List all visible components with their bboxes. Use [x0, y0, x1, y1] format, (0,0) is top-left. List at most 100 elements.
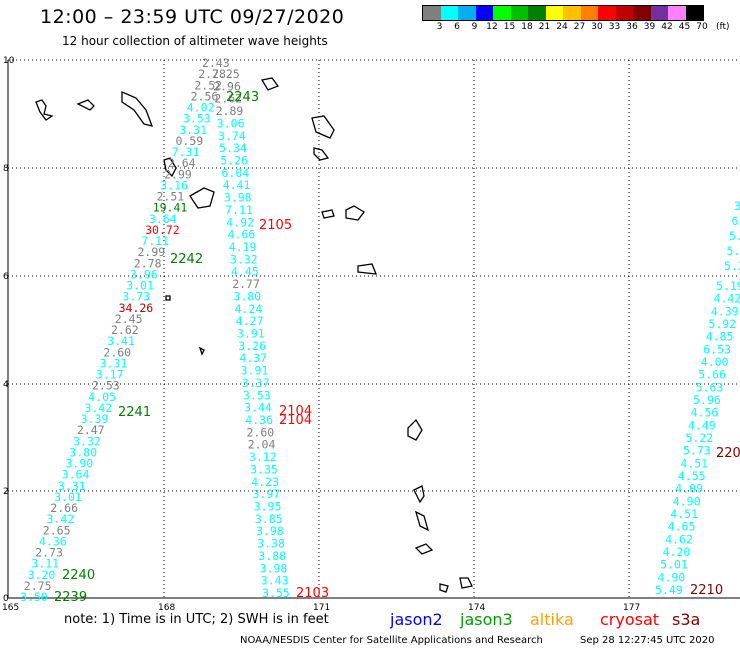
map-title: 12:00 – 23:59 UTC 09/27/2020 [40, 6, 345, 28]
wave-height-value: 3.01 [54, 490, 82, 504]
wave-height-value: 3.17 [96, 368, 124, 382]
wave-height-value: 3.31 [179, 123, 207, 137]
legend-altika: altika [530, 610, 574, 629]
wave-height-value: 2.53 [92, 379, 120, 393]
wave-height-value: 2.99 [164, 167, 192, 181]
axis-tick-labels: 165 168 171 174 177 0 2 4 6 8 10 [2, 56, 640, 613]
scale-tick-label: 42 [661, 22, 673, 32]
scale-tick-label: 36 [626, 22, 638, 32]
footer-note: note: 1) Time is in UTC; 2) SWH is in fe… [64, 612, 329, 627]
wave-height-value: 4.02 [187, 101, 215, 115]
wave-height-value: 5.63 [696, 380, 724, 394]
wave-height-value: 4.51 [670, 507, 698, 521]
wave-height-value: 3.32 [230, 252, 258, 266]
wave-height-value: 0.59 [176, 134, 204, 148]
wave-height-value: 4.55 [678, 469, 706, 483]
wave-height-value: 6.53 [703, 342, 731, 356]
scale-swatch [633, 6, 651, 20]
wave-height-value: 5.19 [716, 279, 740, 293]
wave-height-value: 2.96 [213, 79, 241, 93]
wave-height-value: 2.62 [214, 92, 242, 106]
scale-tick-label: 70 [696, 22, 708, 32]
wave-height-value: 4.45 [231, 265, 259, 279]
legend-s3a: s3a [672, 610, 701, 629]
wave-height-value: 3.42 [85, 401, 113, 415]
wave-height-value: 3.41 [107, 334, 135, 348]
wave-height-value: 3.85 [255, 512, 283, 526]
wave-height-value: 3.91 [241, 364, 269, 378]
wave-height-value: 3.44 [244, 401, 272, 415]
wave-height-value: 4.56 [691, 406, 719, 420]
wave-height-value: 6.04 [222, 166, 250, 180]
wave-height-value: 3.96 [130, 267, 158, 281]
wave-height-value: 4.62 [665, 532, 693, 546]
wave-height-value: 7.11 [225, 203, 253, 217]
scale-tick-label: 21 [538, 22, 551, 32]
wave-height-value: 2.52 [194, 78, 222, 92]
wave-height-value: 3.64 [149, 212, 177, 226]
longitude-tick-label: 165 [2, 603, 19, 613]
wave-height-value: 3.43 [261, 574, 289, 588]
wave-height-value: 2.64 [168, 156, 196, 170]
wave-height-value: 3.73 [122, 290, 150, 304]
wave-height-value: 4.27 [236, 314, 264, 328]
wave-height-value: 4.90 [658, 570, 686, 584]
wave-height-value: 3.91 [237, 327, 265, 341]
wave-height-value: 3.11 [31, 557, 59, 571]
wave-height-value: 7.11 [141, 234, 169, 248]
wave-height-value: 4.23 [251, 475, 279, 489]
scale-tick-label: 3 [436, 22, 443, 32]
wave-height-value: 5.26 [220, 154, 248, 168]
legend-jason2: jason2 [390, 610, 443, 629]
wave-height-value: 5.92 [708, 317, 736, 331]
wave-height-value: 3.42 [47, 512, 75, 526]
scale-tick-label: 30 [591, 22, 603, 32]
wave-height-value: 2.77 [232, 277, 260, 291]
wave-height-value: 3.32 [73, 434, 101, 448]
scale-swatch [563, 6, 581, 20]
wave-height-value: 2.99 [138, 245, 166, 259]
wave-height-value: 3.06 [217, 116, 245, 130]
wave-height-value: 3.53 [243, 388, 271, 402]
track-id-label: 2103 [296, 586, 329, 601]
wave-height-value: 3.12 [249, 450, 277, 464]
latitude-tick-label: 4 [3, 380, 9, 390]
scale-tick-label: 12 [486, 22, 498, 32]
wave-height-value: 4.00 [701, 355, 729, 369]
wave-height-value: 7.31 [172, 145, 200, 159]
wave-height-value: 3.38 [257, 537, 285, 551]
wave-height-value: 3.98 [260, 561, 288, 575]
wave-height-value: 5.96 [693, 393, 721, 407]
wave-height-value: 2.56 [191, 89, 219, 103]
altimeter-pass-right: 5.494.905.014.204.624.654.514.904.094.55… [655, 279, 740, 597]
wave-height-value: 3.88 [258, 549, 286, 563]
wave-height-value: 2.45 [115, 312, 143, 326]
scale-swatch [685, 6, 703, 20]
wave-height-value: 4.41 [223, 178, 251, 192]
altimeter-pass-left: 3.502.753.203.112.734.362.653.422.663.01… [20, 56, 230, 604]
wave-height-value: 4.36 [245, 413, 273, 427]
longitude-tick-label: 171 [313, 603, 330, 613]
latitude-tick-label: 2 [3, 487, 9, 497]
wave-height-value: 2.75 [24, 579, 52, 593]
island-outlines [35, 77, 473, 593]
track-id-label: 2105 [259, 218, 292, 233]
wave-height-value: 4.37 [239, 351, 267, 365]
wave-height-value: 3.97 [253, 487, 281, 501]
wave-height-value: 2.47 [77, 423, 105, 437]
wave-height-value: 4.42 [714, 292, 740, 306]
scale-swatch [545, 6, 563, 20]
legend-jason3: jason3 [460, 610, 513, 629]
wave-height-value: 2.78 [198, 67, 226, 81]
scale-tick-label: 24 [556, 22, 568, 32]
scale-tick-label: 39 [643, 22, 656, 32]
wave-height-value: 3.98 [256, 524, 284, 538]
wave-height-value: 2.43 [202, 56, 230, 70]
longitude-tick-label: 168 [158, 603, 175, 613]
wave-height-value: 4.09 [675, 482, 703, 496]
wave-height-value: 3.39 [81, 412, 109, 426]
scale-swatch [440, 6, 458, 20]
wave-height-value: 3.01 [126, 279, 154, 293]
